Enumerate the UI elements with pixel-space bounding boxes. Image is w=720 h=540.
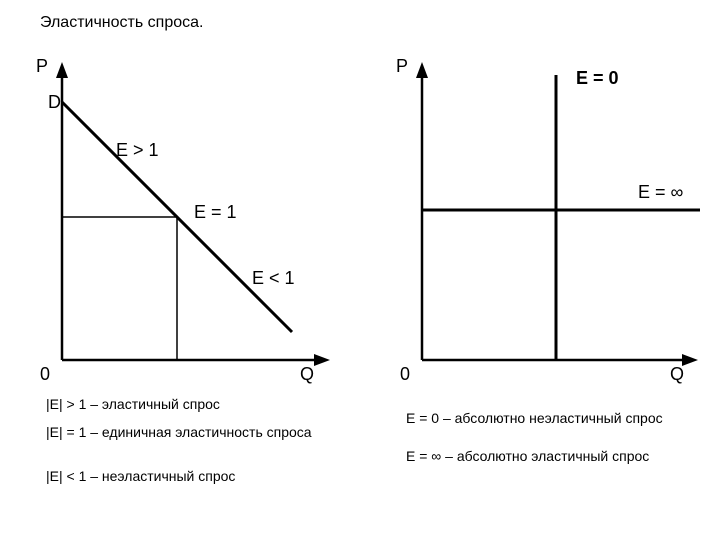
right-y-arrow [416,62,428,78]
right-q-label: Q [670,364,684,385]
right-legend-2: E = ∞ – абсолютно эластичный спрос [406,448,676,466]
right-x-arrow [682,354,698,366]
right-zero-label: 0 [400,364,410,385]
right-e-eq-inf: E = ∞ [638,182,683,203]
right-e-eq-0: E = 0 [576,68,619,89]
right-legend-1: E = 0 – абсолютно неэластичный спрос [406,410,666,428]
right-p-label: P [396,56,408,77]
diagram-canvas: Эластичность спроса. P 0 Q D E > 1 E = 1… [0,0,720,540]
